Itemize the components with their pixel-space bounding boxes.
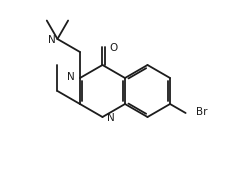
Text: N: N	[48, 35, 55, 45]
Text: N: N	[67, 72, 75, 82]
Text: Br: Br	[196, 107, 207, 117]
Text: O: O	[109, 43, 118, 53]
Text: N: N	[107, 113, 115, 123]
